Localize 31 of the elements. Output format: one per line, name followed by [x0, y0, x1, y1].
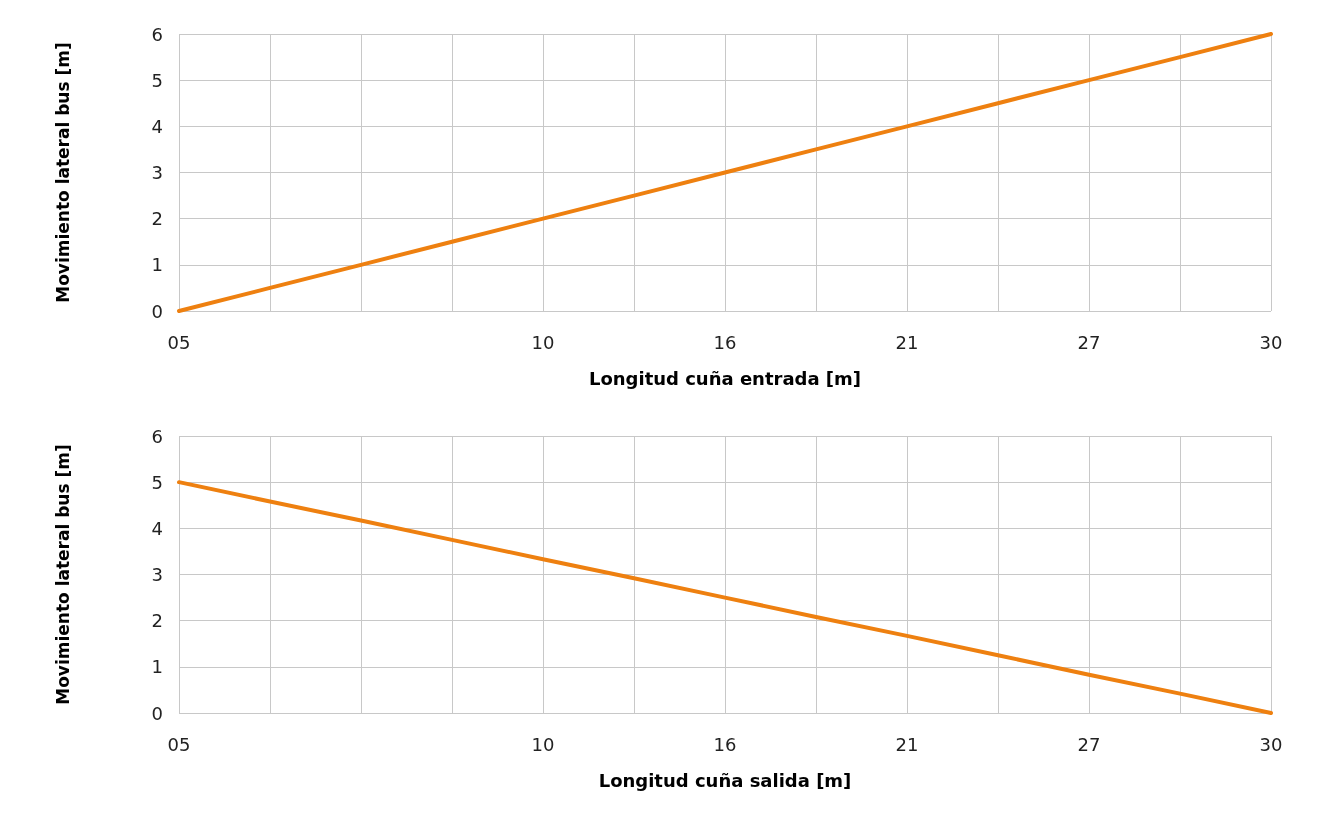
x-tick-label: 05: [167, 331, 191, 353]
y-axis-title: Movimiento lateral bus [m]: [52, 444, 73, 705]
y-tick-label: 5: [151, 69, 163, 91]
x-tick-label: 10: [531, 331, 555, 353]
y-tick-label: 6: [151, 425, 163, 447]
y-tick-label: 4: [151, 517, 163, 539]
x-tick-label: 16: [713, 331, 737, 353]
y-tick-label: 1: [151, 254, 163, 276]
x-tick-label: 16: [713, 733, 737, 755]
y-tick-label: 1: [151, 656, 163, 678]
x-tick-label: 30: [1259, 733, 1283, 755]
y-tick-label: 4: [151, 115, 163, 137]
y-tick-label: 0: [151, 702, 163, 724]
x-tick-label: 05: [167, 733, 191, 755]
y-tick-label: 5: [151, 471, 163, 493]
x-axis-title: Longitud cuña entrada [m]: [588, 367, 862, 389]
x-tick-label: 21: [895, 331, 919, 353]
y-tick-label: 3: [151, 564, 163, 585]
x-axis-title: Longitud cuña salida [m]: [598, 769, 852, 791]
y-tick-label: 2: [151, 208, 163, 230]
y-tick-label: 0: [151, 300, 163, 322]
y-tick-label: 6: [151, 23, 163, 45]
x-tick-label: 27: [1077, 733, 1101, 755]
y-tick-label: 2: [151, 610, 163, 632]
line-series: [177, 32, 1273, 313]
x-tick-label: 10: [531, 733, 555, 755]
x-tick-label: 27: [1077, 331, 1101, 353]
x-tick-label: 21: [895, 733, 919, 755]
y-tick-label: 3: [151, 162, 163, 183]
x-tick-label: 30: [1259, 331, 1283, 353]
y-axis-title: Movimiento lateral bus [m]: [52, 42, 73, 303]
